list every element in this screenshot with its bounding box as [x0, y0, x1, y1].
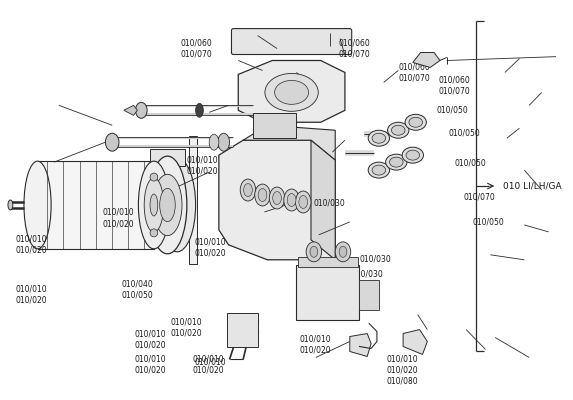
- Ellipse shape: [386, 154, 407, 170]
- Ellipse shape: [139, 161, 170, 249]
- Text: 010/010
010/020: 010/010 010/020: [299, 265, 330, 285]
- Text: 010/050: 010/050: [454, 158, 486, 167]
- Polygon shape: [219, 140, 335, 260]
- Ellipse shape: [159, 158, 195, 252]
- FancyBboxPatch shape: [227, 313, 258, 348]
- Ellipse shape: [406, 150, 419, 160]
- Text: 010/010
010/020: 010/010 010/020: [299, 334, 331, 355]
- Ellipse shape: [391, 125, 405, 135]
- FancyBboxPatch shape: [231, 28, 352, 54]
- Text: 010/010
010/020: 010/010 010/020: [187, 155, 218, 175]
- FancyBboxPatch shape: [38, 161, 154, 249]
- Text: 010/030: 010/030: [359, 255, 391, 264]
- Ellipse shape: [24, 161, 51, 249]
- Polygon shape: [189, 136, 197, 264]
- Ellipse shape: [368, 130, 390, 146]
- Text: 010/010
010/020: 010/010 010/020: [193, 354, 224, 374]
- Text: 010/010: 010/010: [195, 358, 226, 366]
- Text: 010/010
010/020: 010/010 010/020: [229, 318, 260, 338]
- Ellipse shape: [390, 157, 403, 167]
- Ellipse shape: [148, 156, 187, 254]
- FancyBboxPatch shape: [359, 280, 379, 310]
- Text: 010/060
010/070: 010/060 010/070: [438, 76, 470, 96]
- Ellipse shape: [218, 133, 230, 151]
- Polygon shape: [124, 105, 138, 115]
- Ellipse shape: [310, 246, 318, 257]
- Ellipse shape: [265, 74, 318, 111]
- Text: 010/060
010/070: 010/060 010/070: [398, 62, 430, 82]
- Ellipse shape: [273, 192, 281, 204]
- Ellipse shape: [372, 133, 386, 143]
- Ellipse shape: [287, 194, 296, 206]
- Text: 010/010
010/020: 010/010 010/020: [15, 235, 47, 255]
- Ellipse shape: [150, 194, 158, 216]
- Polygon shape: [311, 140, 335, 260]
- Ellipse shape: [368, 162, 390, 178]
- Text: 010/050: 010/050: [473, 218, 505, 227]
- Text: 010/050: 010/050: [436, 105, 468, 114]
- Text: 010/010
010/020: 010/010 010/020: [135, 330, 166, 350]
- Text: 010/010
010/020: 010/010 010/020: [15, 285, 47, 305]
- Polygon shape: [238, 60, 345, 122]
- Text: 010/060
010/070: 010/060 010/070: [180, 38, 212, 59]
- Text: 010/030: 010/030: [352, 270, 383, 279]
- Circle shape: [150, 229, 158, 237]
- Polygon shape: [403, 330, 427, 354]
- Ellipse shape: [153, 174, 182, 236]
- Ellipse shape: [8, 200, 13, 210]
- Polygon shape: [350, 334, 371, 356]
- Polygon shape: [413, 52, 440, 68]
- Ellipse shape: [269, 187, 285, 209]
- Text: 010/010
010/020: 010/010 010/020: [135, 354, 166, 374]
- Text: 010/010
010/020: 010/010 010/020: [103, 208, 134, 228]
- FancyBboxPatch shape: [253, 113, 296, 138]
- Ellipse shape: [405, 114, 426, 130]
- FancyBboxPatch shape: [296, 265, 359, 320]
- Ellipse shape: [296, 191, 311, 213]
- Ellipse shape: [409, 117, 422, 127]
- Circle shape: [150, 173, 158, 181]
- Ellipse shape: [284, 189, 299, 211]
- Ellipse shape: [339, 246, 347, 257]
- Polygon shape: [243, 125, 335, 160]
- Ellipse shape: [255, 184, 270, 206]
- Text: 010/040
010/050: 010/040 010/050: [122, 280, 154, 300]
- Text: 010/010
010/020
010/080: 010/010 010/020 010/080: [387, 354, 418, 386]
- Ellipse shape: [372, 165, 386, 175]
- Ellipse shape: [240, 179, 256, 201]
- Ellipse shape: [274, 80, 308, 104]
- Ellipse shape: [387, 122, 409, 138]
- Ellipse shape: [135, 102, 147, 118]
- Ellipse shape: [335, 242, 351, 262]
- Ellipse shape: [105, 133, 119, 151]
- Ellipse shape: [209, 134, 219, 150]
- Text: 010/030: 010/030: [314, 198, 346, 207]
- Ellipse shape: [402, 147, 423, 163]
- Polygon shape: [150, 149, 185, 166]
- Ellipse shape: [258, 188, 267, 202]
- Text: 010/050
010/040: 010/050 010/040: [148, 183, 180, 203]
- FancyBboxPatch shape: [299, 257, 359, 267]
- Text: 010/010
010/020: 010/010 010/020: [311, 302, 343, 322]
- Ellipse shape: [195, 103, 203, 117]
- Ellipse shape: [160, 188, 175, 222]
- Text: 010/060
010/070: 010/060 010/070: [338, 38, 370, 59]
- Ellipse shape: [244, 184, 252, 196]
- Ellipse shape: [299, 196, 308, 208]
- Ellipse shape: [306, 242, 321, 262]
- Text: 010 LI/LH/GA: 010 LI/LH/GA: [503, 182, 562, 190]
- Ellipse shape: [144, 178, 164, 232]
- Text: 010/070: 010/070: [463, 192, 495, 201]
- Text: 010/010
010/020: 010/010 010/020: [170, 318, 202, 338]
- Text: 010/050: 010/050: [449, 128, 480, 137]
- Text: 010/010
010/020: 010/010 010/020: [195, 238, 226, 258]
